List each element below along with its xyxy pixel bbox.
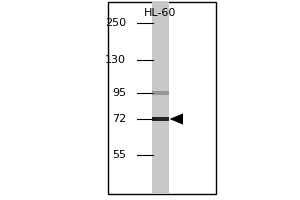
Text: 72: 72 xyxy=(112,114,126,124)
Text: HL-60: HL-60 xyxy=(144,8,177,18)
Bar xyxy=(152,117,169,121)
Text: 55: 55 xyxy=(112,150,126,160)
Bar xyxy=(108,2,216,194)
Text: 95: 95 xyxy=(112,88,126,98)
Text: 250: 250 xyxy=(105,18,126,28)
Bar xyxy=(152,91,169,95)
Polygon shape xyxy=(169,113,183,125)
Text: 130: 130 xyxy=(105,55,126,65)
Bar xyxy=(152,2,169,194)
